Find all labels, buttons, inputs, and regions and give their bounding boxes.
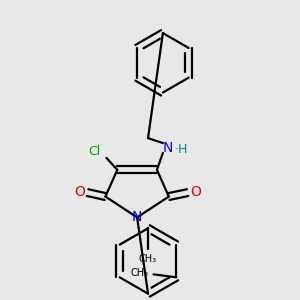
Text: N: N xyxy=(132,210,142,224)
Text: N: N xyxy=(163,141,173,155)
Text: CH₃: CH₃ xyxy=(139,254,157,264)
Text: Cl: Cl xyxy=(88,146,101,158)
Text: O: O xyxy=(74,184,85,199)
Text: ·H: ·H xyxy=(175,142,188,155)
Text: O: O xyxy=(190,184,201,199)
Text: CH₃: CH₃ xyxy=(130,268,148,278)
